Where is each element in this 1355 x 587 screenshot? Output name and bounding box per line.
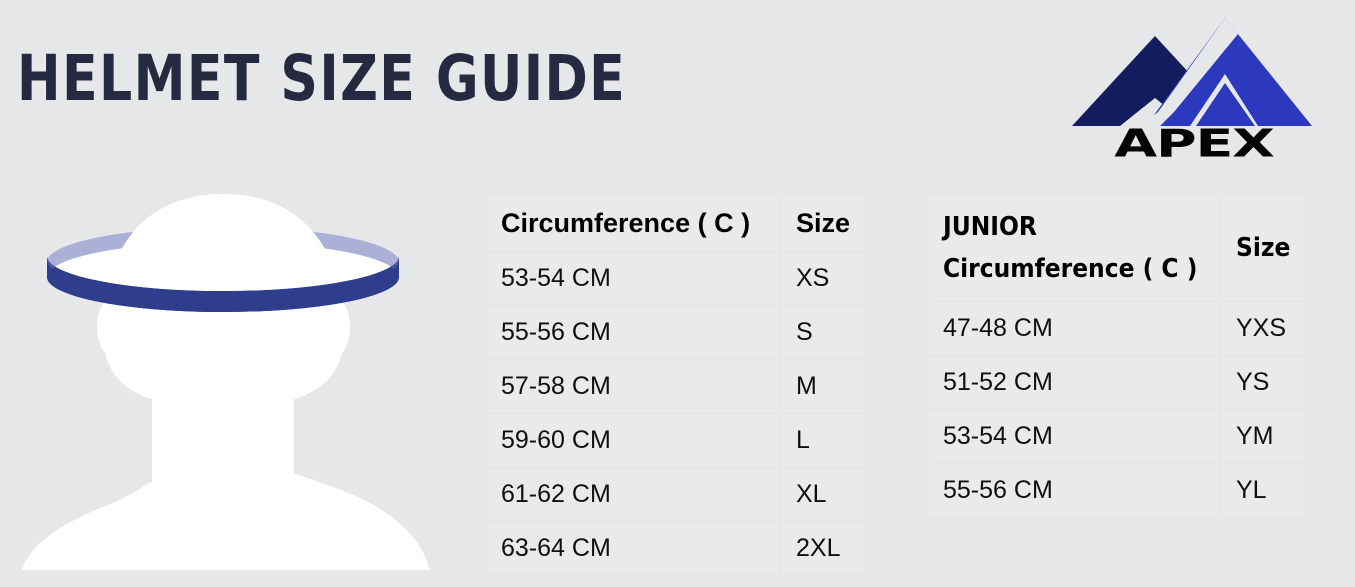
header-junior-circumference: JUNIOR Circumference ( C ) (929, 196, 1219, 300)
head-silhouette-illustration (0, 182, 462, 587)
header-size: Size (782, 196, 865, 250)
table-row: 55-56 CM YL (929, 465, 1305, 516)
table-row: 53-54 CM YM (929, 411, 1305, 462)
table-row: 61-62 CM XL (487, 469, 865, 520)
cell-circumference: 51-52 CM (929, 357, 1219, 408)
apex-wordmark: APEX (1114, 121, 1275, 167)
table-header-row: Circumference ( C ) Size (487, 196, 865, 250)
table-row: 53-54 CM XS (487, 253, 865, 304)
apex-logo-triangles-icon (1072, 18, 1312, 126)
header-circumference: Circumference ( C ) (487, 196, 779, 250)
cell-circumference: 59-60 CM (487, 415, 779, 466)
cell-circumference: 53-54 CM (929, 411, 1219, 462)
page-title: HELMET SIZE GUIDE (17, 42, 627, 115)
cell-circumference: 61-62 CM (487, 469, 779, 520)
cell-size: YS (1222, 357, 1305, 408)
cell-size: M (782, 361, 865, 412)
apex-logo: APEX (1062, 8, 1317, 168)
table-header-row: JUNIOR Circumference ( C ) Size (929, 196, 1305, 300)
header-junior-line1: JUNIOR (943, 212, 1037, 242)
cell-size: XS (782, 253, 865, 304)
table-row: 59-60 CM L (487, 415, 865, 466)
junior-size-table: JUNIOR Circumference ( C ) Size 47-48 CM… (926, 193, 1307, 519)
header-size: Size (1222, 196, 1305, 300)
adult-size-table: Circumference ( C ) Size 53-54 CM XS 55-… (484, 193, 867, 577)
cell-size: YM (1222, 411, 1305, 462)
table-row: 63-64 CM 2XL (487, 523, 865, 574)
cell-circumference: 53-54 CM (487, 253, 779, 304)
cell-circumference: 63-64 CM (487, 523, 779, 574)
cell-circumference: 47-48 CM (929, 303, 1219, 354)
cell-circumference: 57-58 CM (487, 361, 779, 412)
cell-size: 2XL (782, 523, 865, 574)
header-junior-line2: Circumference ( C ) (943, 254, 1198, 284)
table-row: 47-48 CM YXS (929, 303, 1305, 354)
cell-circumference: 55-56 CM (929, 465, 1219, 516)
head-silhouette-icon (22, 194, 430, 570)
table-row: 55-56 CM S (487, 307, 865, 358)
cell-size: S (782, 307, 865, 358)
cell-size: L (782, 415, 865, 466)
cell-size: YXS (1222, 303, 1305, 354)
cell-circumference: 55-56 CM (487, 307, 779, 358)
cell-size: XL (782, 469, 865, 520)
table-row: 51-52 CM YS (929, 357, 1305, 408)
table-row: 57-58 CM M (487, 361, 865, 412)
cell-size: YL (1222, 465, 1305, 516)
